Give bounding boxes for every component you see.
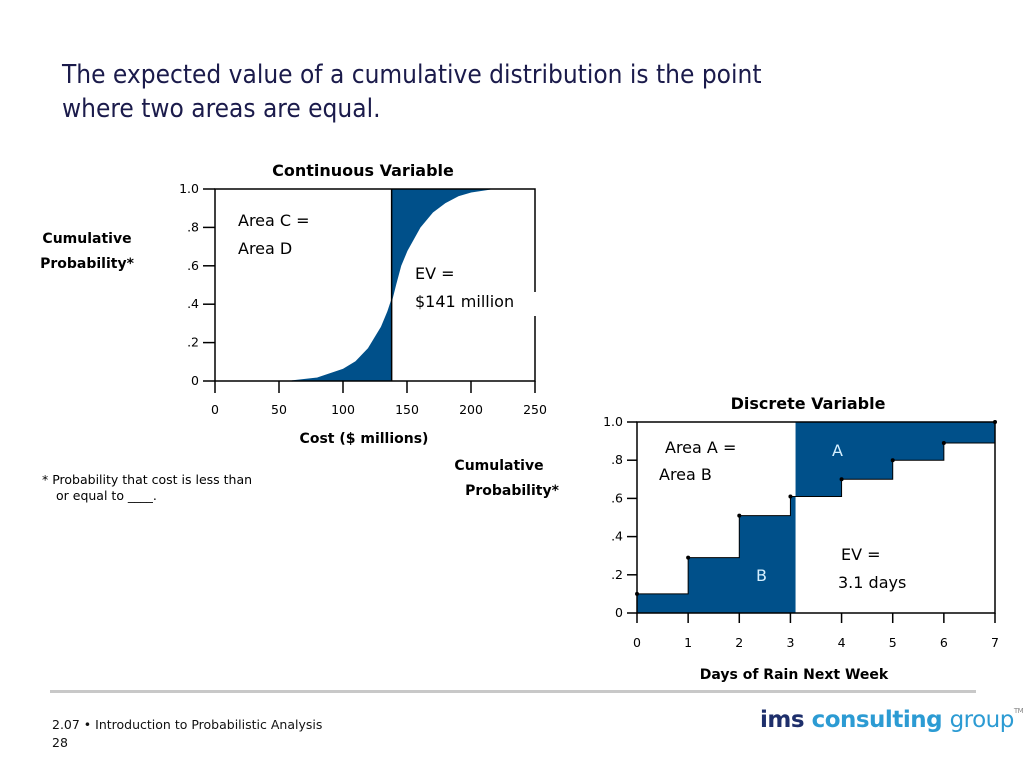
area-a-label: A <box>832 441 843 460</box>
step-point <box>890 458 895 463</box>
discrete-plot-frame <box>636 421 996 614</box>
continuous-area-label-line1: Area C = <box>238 211 310 230</box>
discrete-ev-label-line1: EV = <box>841 545 881 564</box>
discrete-ytick-label: 0 <box>615 605 623 620</box>
footnote-line1: * Probability that cost is less than <box>42 472 253 487</box>
footnote: * Probability that cost is less than or … <box>42 472 252 504</box>
step-line <box>637 422 996 595</box>
step-point <box>737 513 742 518</box>
discrete-ytick-label: 1.0 <box>603 414 623 429</box>
step-point <box>941 441 946 446</box>
discrete-xlabel: Days of Rain Next Week <box>700 667 889 683</box>
footnote-line2: or equal to ____. <box>56 488 157 503</box>
continuous-ytick-label: .4 <box>187 296 199 311</box>
slide-title-line1: The expected value of a cumulative distr… <box>62 60 762 90</box>
continuous-ev-label-line2: $141 million <box>415 292 514 311</box>
continuous-chart-title: Continuous Variable <box>272 161 454 180</box>
discrete-area-label-line1: Area A = <box>665 438 736 457</box>
continuous-ytick-label: .2 <box>187 335 199 350</box>
continuous-xtick-label: 200 <box>459 402 483 417</box>
footer: 2.07 • Introduction to Probabilistic Ana… <box>52 716 322 752</box>
discrete-xtick-label: 5 <box>889 635 897 650</box>
discrete-ylabel-line2: Probability* <box>465 483 559 499</box>
discrete-ytick-label: .2 <box>611 567 623 582</box>
step-point <box>686 555 691 560</box>
discrete-ylabel-line1: Cumulative <box>454 458 543 474</box>
logo-trademark: TM <box>1013 707 1024 715</box>
discrete-xtick-label: 4 <box>838 635 846 650</box>
continuous-plot-frame <box>214 188 536 382</box>
continuous-xlabel: Cost ($ millions) <box>300 431 429 447</box>
slide-title-line2: where two areas are equal. <box>62 94 381 124</box>
continuous-ev-label-line1: EV = <box>415 264 455 283</box>
cdf-curve <box>291 188 491 382</box>
continuous-chart: Continuous Variable Cumulative Probabili… <box>40 161 547 447</box>
discrete-area-label-line2: Area B <box>659 465 712 484</box>
discrete-xtick-label: 1 <box>684 635 692 650</box>
area-b-label: B <box>756 566 767 585</box>
discrete-chart-title: Discrete Variable <box>731 394 886 413</box>
continuous-ytick-label: 1.0 <box>179 181 199 196</box>
continuous-xtick-label: 50 <box>271 402 287 417</box>
continuous-xtick-label: 0 <box>211 402 219 417</box>
continuous-ytick-label: .6 <box>187 258 199 273</box>
ims-consulting-logo: ims consulting groupTM <box>760 707 1024 733</box>
continuous-xtick-label: 250 <box>523 402 547 417</box>
continuous-area-label-line2: Area D <box>238 239 292 258</box>
continuous-ytick-label: 0 <box>191 373 199 388</box>
continuous-xtick-label: 150 <box>395 402 419 417</box>
continuous-ylabel-line1: Cumulative <box>42 231 131 247</box>
discrete-xtick-label: 7 <box>991 635 999 650</box>
footer-course: 2.07 • Introduction to Probabilistic Ana… <box>52 717 323 732</box>
continuous-xtick-label: 100 <box>331 402 355 417</box>
step-point <box>788 494 793 499</box>
discrete-xtick-label: 3 <box>786 635 794 650</box>
discrete-ytick-label: .6 <box>611 490 623 505</box>
continuous-ytick-label: .8 <box>187 219 199 234</box>
footer-divider <box>50 690 976 693</box>
discrete-ytick-label: .4 <box>611 529 623 544</box>
discrete-xtick-label: 6 <box>940 635 948 650</box>
area-b-shape <box>637 496 796 613</box>
logo-ims: ims <box>760 707 805 733</box>
logo-group: group <box>949 707 1015 733</box>
ev-label-mask <box>533 292 539 316</box>
discrete-ytick-label: .8 <box>611 452 623 467</box>
continuous-ylabel-line2: Probability* <box>40 256 134 272</box>
step-point <box>839 477 844 482</box>
discrete-ev-label-line2: 3.1 days <box>838 573 906 592</box>
discrete-xtick-label: 2 <box>735 635 743 650</box>
logo-consulting: consulting <box>811 707 943 733</box>
area-c-shape <box>391 189 491 301</box>
area-d-shape <box>291 300 392 381</box>
slide-title: The expected value of a cumulative distr… <box>62 58 962 126</box>
discrete-chart: Discrete Variable Cumulative Probability… <box>454 394 999 683</box>
discrete-xtick-label: 0 <box>633 635 641 650</box>
area-a-shape <box>795 422 995 497</box>
footer-page-number: 28 <box>52 735 68 750</box>
